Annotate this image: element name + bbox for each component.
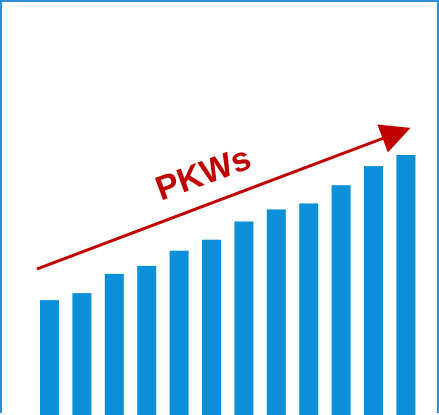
bar-7 bbox=[234, 222, 253, 415]
bar-10 bbox=[332, 185, 351, 415]
trend-label: PKWs bbox=[151, 139, 256, 208]
bar-1 bbox=[40, 300, 59, 415]
bar-8 bbox=[267, 209, 286, 415]
bar-12 bbox=[396, 155, 415, 415]
bar-5 bbox=[170, 251, 189, 415]
bar-3 bbox=[105, 274, 124, 415]
bars-group bbox=[40, 155, 415, 415]
bar-9 bbox=[299, 203, 318, 415]
bar-6 bbox=[202, 240, 221, 415]
bar-11 bbox=[364, 166, 383, 415]
bar-4 bbox=[137, 266, 156, 415]
bar-2 bbox=[72, 293, 91, 415]
